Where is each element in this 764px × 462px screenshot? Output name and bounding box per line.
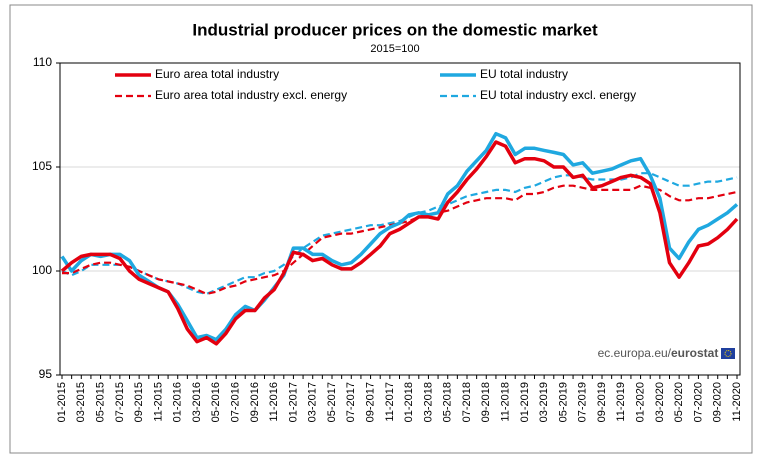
x-tick-label: 05-2019 — [557, 382, 569, 422]
x-tick-label: 07-2018 — [461, 382, 473, 422]
legend-label: EU total industry — [480, 67, 568, 81]
y-tick-label: 95 — [39, 367, 53, 381]
series-line — [60, 140, 739, 346]
x-tick-label: 03-2018 — [422, 382, 434, 422]
x-tick-label: 11-2017 — [384, 382, 396, 422]
source: ec.europa.eu/ — [598, 346, 672, 360]
x-tick-label: 07-2020 — [692, 382, 704, 422]
x-tick-label: 07-2017 — [345, 382, 357, 422]
x-tick-label: 09-2015 — [133, 382, 145, 422]
x-tick-label: 09-2019 — [596, 382, 608, 422]
x-tick-label: 03-2017 — [307, 382, 319, 422]
x-tick-label: 03-2015 — [75, 382, 87, 422]
x-tick-label: 01-2018 — [403, 382, 415, 422]
source-brand: eurostat — [671, 346, 718, 360]
x-tick-label: 03-2016 — [191, 382, 203, 422]
eu-flag — [721, 348, 735, 359]
x-tick-label: 09-2020 — [712, 382, 724, 422]
x-tick-label: 01-2016 — [172, 382, 184, 422]
x-tick-label: 11-2015 — [152, 382, 164, 422]
x-tick-label: 03-2019 — [538, 382, 550, 422]
x-tick-label: 09-2017 — [364, 382, 376, 422]
x-tick-label: 05-2020 — [673, 382, 685, 422]
x-tick-label: 01-2020 — [634, 382, 646, 422]
legend-label: Euro area total industry — [155, 67, 279, 81]
chart-title: Industrial producer prices on the domest… — [192, 20, 598, 39]
x-tick-label: 01-2017 — [287, 382, 299, 422]
x-tick-label: 07-2019 — [577, 382, 589, 422]
x-tick-label: 05-2017 — [326, 382, 338, 422]
legend-label: Euro area total industry excl. energy — [155, 88, 347, 102]
x-tick-label: 11-2020 — [731, 382, 743, 422]
y-tick-label: 100 — [32, 263, 52, 277]
y-tick-label: 105 — [32, 159, 52, 173]
chart-frame — [9, 4, 753, 454]
x-tick-label: 01-2019 — [519, 382, 531, 422]
series-line — [62, 184, 738, 295]
x-tick-label: 05-2015 — [94, 382, 106, 422]
x-tick-label: 09-2016 — [249, 382, 261, 422]
x-tick-label: 03-2020 — [654, 382, 666, 422]
legend-label: EU total industry excl. energy — [480, 88, 636, 102]
x-tick-label: 09-2018 — [480, 382, 492, 422]
x-tick-label: 01-2015 — [56, 382, 68, 422]
eu-stars — [724, 350, 732, 357]
x-tick-label: 07-2015 — [114, 382, 126, 422]
chart-subtitle: 2015=100 — [370, 43, 419, 55]
x-tick-label: 07-2016 — [229, 382, 241, 422]
x-tick-label: 11-2019 — [615, 382, 627, 422]
x-tick-label: 05-2018 — [442, 382, 454, 422]
x-tick-label: 11-2016 — [268, 382, 280, 422]
y-tick-label: 110 — [33, 55, 52, 69]
x-tick-label: 11-2018 — [499, 382, 511, 422]
x-tick-label: 05-2016 — [210, 382, 222, 422]
